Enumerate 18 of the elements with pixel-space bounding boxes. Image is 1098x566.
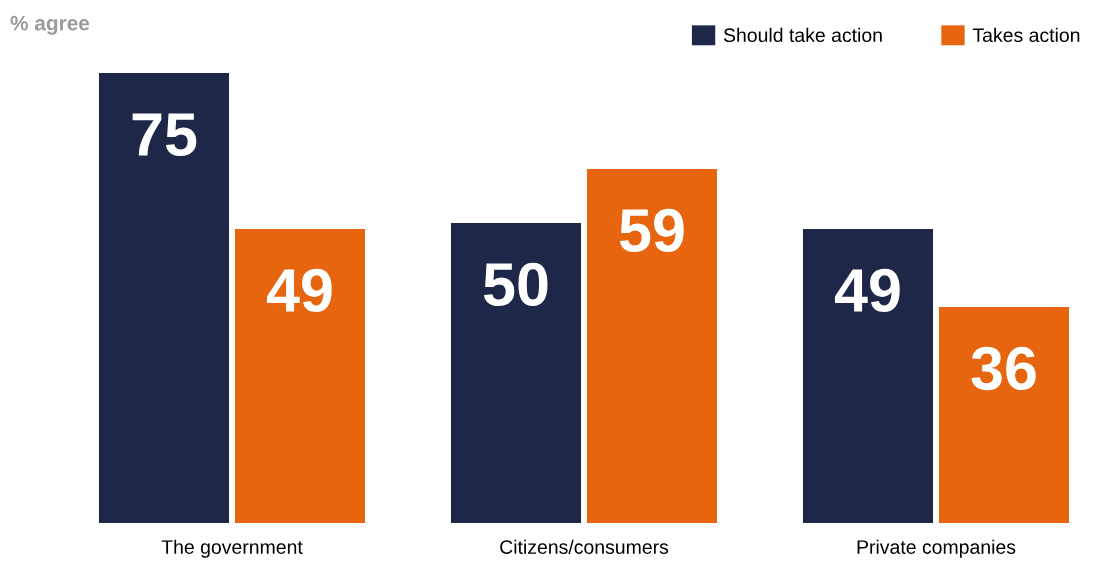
data-label: 75 [132,113,197,157]
data-label: 59 [619,208,684,253]
x-tick-label: Private companies [857,539,1016,558]
legend-label: Takes action [972,27,1080,43]
x-tick-label: Citizens/consumers [500,539,669,554]
bar [939,307,1069,523]
legend-label: Should take action [723,27,882,43]
data-label: 36 [971,346,1036,391]
bar [803,229,933,523]
bar [451,223,581,523]
data-label: 50 [483,262,548,307]
bar [587,169,717,523]
bar [99,73,229,523]
bar [235,229,365,523]
x-tick-label: The government [161,539,303,558]
y-axis-title: % agree [10,15,90,35]
data-label: 49 [834,268,900,313]
data-label: 49 [266,268,332,313]
